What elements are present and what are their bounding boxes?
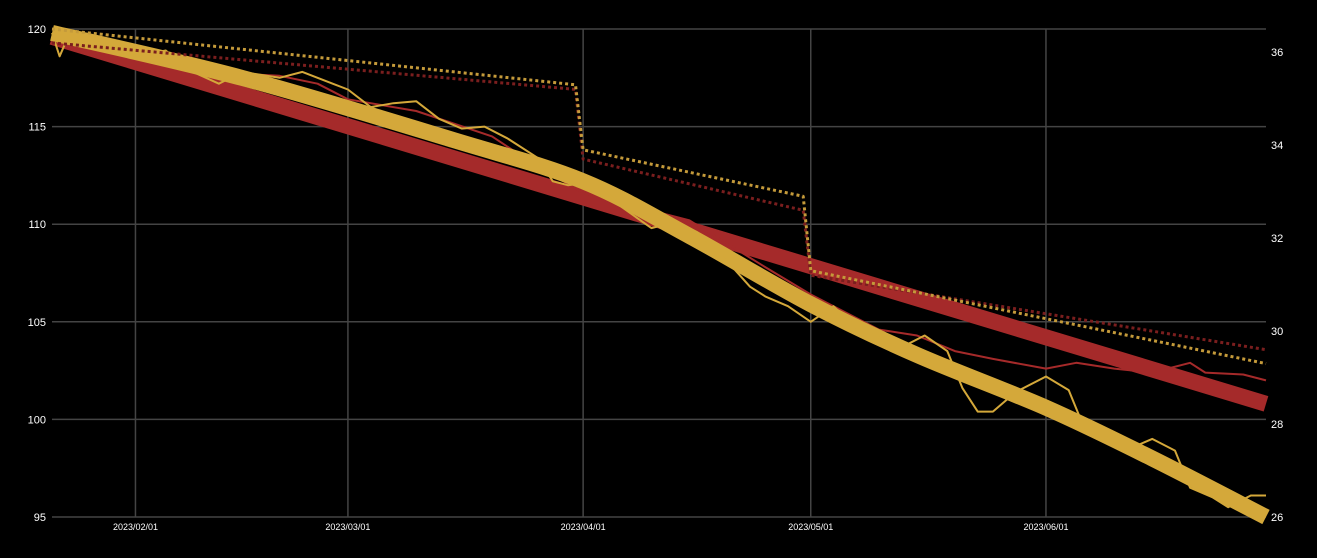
x-tick-label: 2023/02/01 xyxy=(113,522,158,532)
left-axis: 95 100 105 110 115 120 xyxy=(28,24,46,524)
secondary-series-line xyxy=(51,27,1267,366)
x-axis: 2023/02/01 2023/03/01 2023/04/01 2023/05/01… xyxy=(113,522,1069,532)
y2-tick-label: 34 xyxy=(1271,140,1283,152)
y-tick-label: 105 xyxy=(28,317,46,329)
y-tick-label: 95 xyxy=(34,512,46,524)
y2-tick-label: 28 xyxy=(1271,419,1283,431)
y2-tick-label: 36 xyxy=(1271,47,1283,59)
y-tick-label: 110 xyxy=(28,219,46,231)
series-layer xyxy=(49,25,1270,525)
series-line xyxy=(51,32,1266,509)
x-tick-label: 2023/06/01 xyxy=(1023,522,1068,532)
x-tick-label: 2023/04/01 xyxy=(561,522,606,532)
x-tick-label: 2023/05/01 xyxy=(788,522,833,532)
y2-tick-label: 26 xyxy=(1271,512,1283,524)
y-tick-label: 120 xyxy=(28,24,46,36)
y-tick-label: 115 xyxy=(28,122,46,134)
y-tick-label: 100 xyxy=(28,414,46,426)
right-axis: 26 28 30 32 34 36 xyxy=(1271,47,1283,524)
x-tick-label: 2023/03/01 xyxy=(325,522,370,532)
y2-tick-label: 30 xyxy=(1271,326,1283,338)
y2-tick-label: 32 xyxy=(1271,233,1283,245)
secondary-series-line xyxy=(51,41,1267,352)
